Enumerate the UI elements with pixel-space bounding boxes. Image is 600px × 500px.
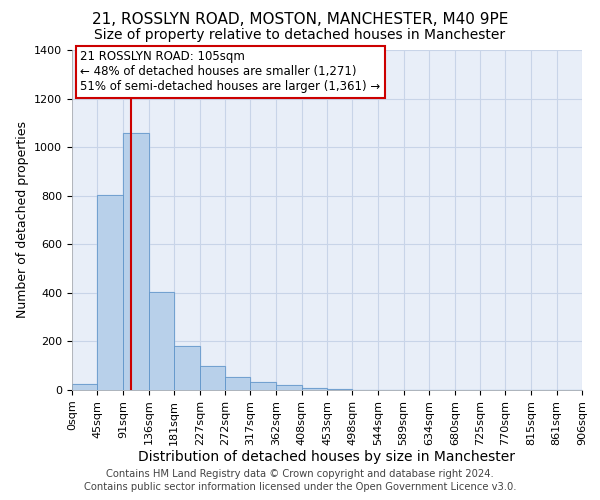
Text: Contains HM Land Registry data © Crown copyright and database right 2024.
Contai: Contains HM Land Registry data © Crown c…: [84, 470, 516, 492]
Text: 21 ROSSLYN ROAD: 105sqm
← 48% of detached houses are smaller (1,271)
51% of semi: 21 ROSSLYN ROAD: 105sqm ← 48% of detache…: [80, 50, 380, 94]
Text: 21, ROSSLYN ROAD, MOSTON, MANCHESTER, M40 9PE: 21, ROSSLYN ROAD, MOSTON, MANCHESTER, M4…: [92, 12, 508, 28]
Y-axis label: Number of detached properties: Number of detached properties: [16, 122, 29, 318]
Text: Size of property relative to detached houses in Manchester: Size of property relative to detached ho…: [94, 28, 506, 42]
X-axis label: Distribution of detached houses by size in Manchester: Distribution of detached houses by size …: [139, 450, 515, 464]
